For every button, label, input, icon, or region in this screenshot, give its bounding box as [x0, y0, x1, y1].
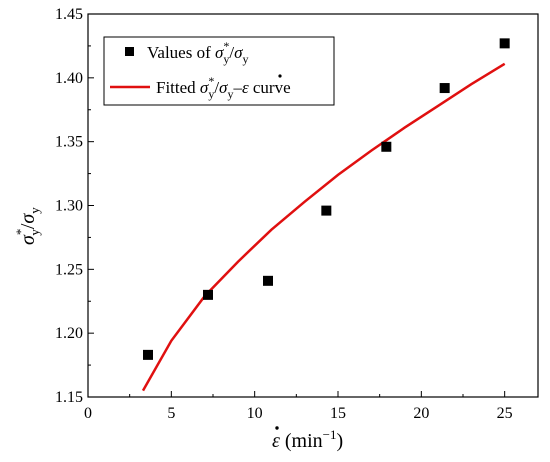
data-point — [143, 349, 153, 360]
legend-marker-square — [125, 47, 134, 56]
y-tick-label: 1.25 — [55, 261, 83, 278]
data-point — [381, 141, 392, 152]
legend-rate-dot — [278, 74, 282, 78]
y-tick-label: 1.40 — [55, 70, 83, 87]
x-axis-rate-dot — [275, 426, 279, 430]
x-tick-label: 5 — [167, 405, 175, 422]
x-tick-label: 0 — [84, 405, 92, 422]
x-tick-label: 15 — [330, 405, 346, 422]
data-point — [203, 289, 213, 300]
legend-box — [103, 36, 335, 106]
legend-label-fitted: Fitted σ* y/σy–ε curve — [156, 74, 291, 101]
data-points — [143, 38, 510, 360]
y-axis-title: σ*y/σy — [13, 207, 42, 245]
x-tick-label: 20 — [413, 405, 429, 422]
legend-label-values: Values of σ* y/σy — [147, 39, 249, 66]
legend: Values of σ* y/σy Fitted σ* y/σy–ε curve — [103, 36, 335, 106]
x-tick-label: 25 — [497, 405, 513, 422]
data-point — [499, 38, 510, 49]
data-point — [439, 83, 450, 94]
x-axis-ticks: 0 5 10 15 20 25 — [84, 391, 513, 422]
data-point — [263, 275, 273, 286]
y-tick-label: 1.20 — [55, 325, 83, 342]
y-tick-label: 1.45 — [55, 6, 83, 23]
fitted-curve — [141, 62, 506, 392]
y-axis-ticks: 1.15 1.20 1.25 1.30 1.35 1.40 1.45 — [55, 6, 94, 406]
y-tick-label: 1.15 — [55, 389, 83, 406]
data-point — [321, 205, 332, 216]
x-axis-title: ε (min−1) — [272, 427, 343, 452]
x-tick-label: 10 — [247, 405, 263, 422]
y-tick-label: 1.35 — [55, 134, 83, 151]
y-tick-label: 1.30 — [55, 198, 83, 215]
